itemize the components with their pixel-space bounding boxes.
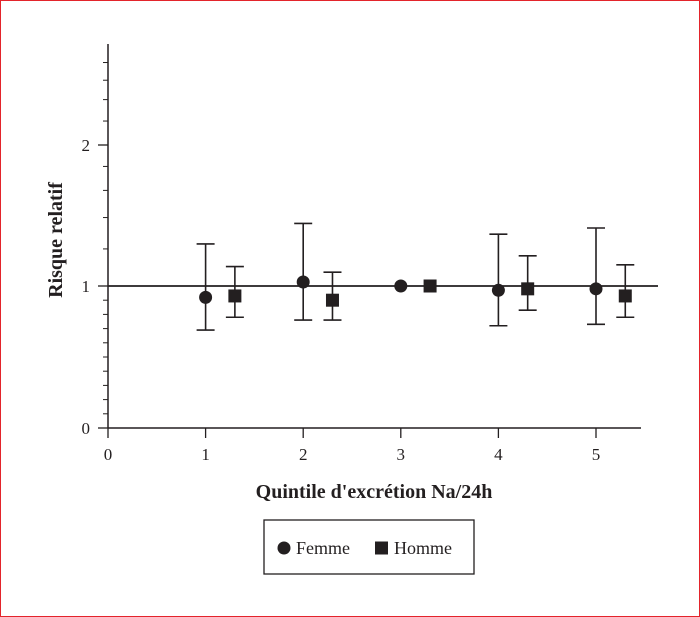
data-point-homme (423, 279, 437, 293)
x-tick-label: 0 (104, 445, 113, 464)
y-tick-label: 1 (82, 277, 91, 296)
x-tick-label: 2 (299, 445, 308, 464)
data-point-homme (618, 289, 632, 303)
x-tick-label: 1 (201, 445, 210, 464)
legend-box (263, 519, 475, 575)
chart-marks (108, 222, 658, 331)
data-point-femme (394, 279, 408, 293)
legend-square-icon (375, 541, 388, 555)
x-tick-label: 3 (397, 445, 406, 464)
x-tick-label: 4 (494, 445, 503, 464)
axes: 0 1 2 3 4 5 0 1 2 (82, 44, 641, 464)
data-point-femme (491, 283, 505, 297)
y-tick-label: 0 (82, 419, 91, 438)
legend-homme-label: Homme (394, 538, 452, 558)
data-point-homme (228, 289, 242, 303)
legend-femme-label: Femme (296, 538, 350, 558)
data-point-homme (325, 293, 339, 307)
x-tick-label: 5 (592, 445, 601, 464)
legend-circle-icon (277, 541, 291, 555)
data-point-homme (521, 282, 535, 296)
legend: Femme Homme (263, 519, 475, 575)
data-point-femme (199, 290, 213, 304)
y-tick-label: 2 (82, 136, 91, 155)
x-axis-title: Quintile d'excrétion Na/24h (256, 481, 493, 503)
data-point-femme (296, 275, 310, 289)
data-point-femme (589, 282, 603, 296)
y-axis-title: Risque relatif (45, 182, 67, 298)
